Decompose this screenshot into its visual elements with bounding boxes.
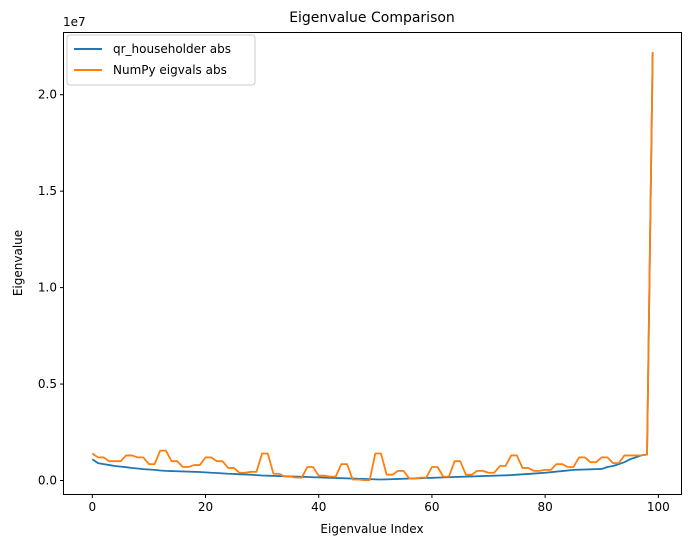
y-axis-label: Eigenvalue (11, 230, 25, 296)
x-tick-label: 60 (424, 500, 439, 514)
x-tick-label: 80 (538, 500, 553, 514)
series-line-1 (91, 52, 654, 482)
plot-frame (63, 32, 682, 495)
legend-label-qr-householder: qr_householder abs (113, 42, 231, 56)
legend: qr_householder abs NumPy eigvals abs (66, 34, 256, 86)
y-tick-label: 0.0 (38, 473, 57, 487)
y-offset-text: 1e7 (63, 15, 86, 29)
legend-label-numpy-eigvals: NumPy eigvals abs (113, 63, 227, 77)
tick-layer: 0 20 40 60 80 100 0.0 0.5 1.0 1.5 2.0 (38, 88, 670, 514)
x-tick-label: 20 (198, 500, 213, 514)
y-tick-label: 1.5 (38, 184, 57, 198)
legend-frame (66, 34, 256, 86)
x-tick-label: 40 (311, 500, 326, 514)
x-axis-label: Eigenvalue Index (320, 522, 423, 536)
y-tick-label: 0.5 (38, 377, 57, 391)
chart-title: Eigenvalue Comparison (289, 10, 455, 26)
y-tick-label: 1.0 (38, 281, 57, 295)
x-tick-label: 100 (647, 500, 670, 514)
y-tick-label: 2.0 (38, 88, 57, 102)
plot-layer (91, 52, 654, 482)
x-tick-label: 0 (88, 500, 96, 514)
series-line-0 (91, 52, 654, 481)
